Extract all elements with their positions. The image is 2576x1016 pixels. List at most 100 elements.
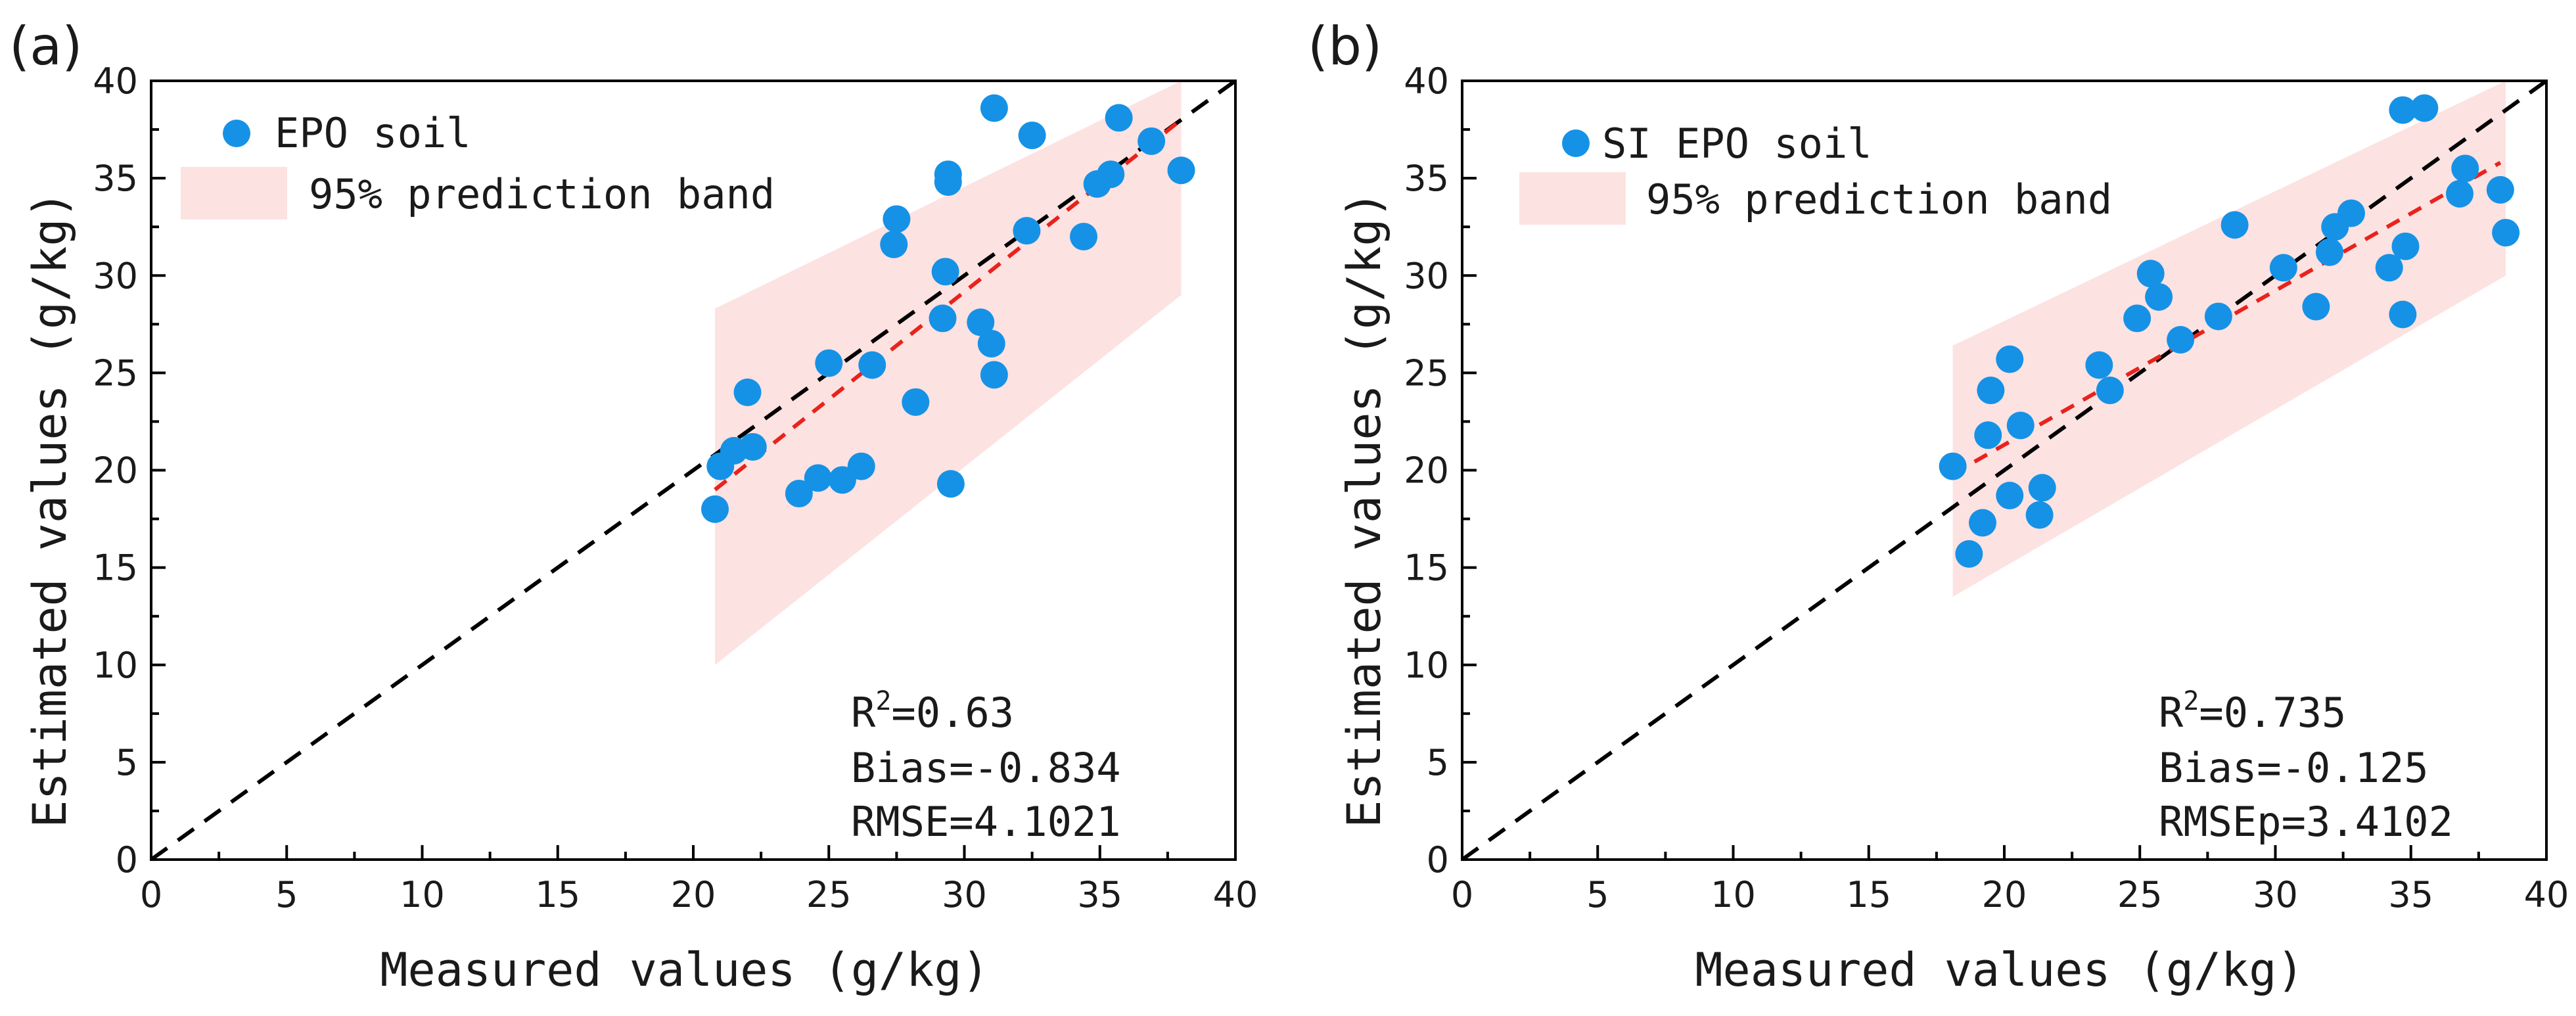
data-point bbox=[967, 308, 995, 336]
data-point bbox=[2391, 232, 2420, 260]
legend-label-band: 95% prediction band bbox=[309, 170, 775, 218]
x-tick-label: 30 bbox=[2253, 874, 2298, 915]
rmse-text: RMSE=4.1021 bbox=[851, 798, 1121, 846]
y-tick-label: 30 bbox=[93, 255, 138, 296]
data-point bbox=[1974, 421, 2002, 450]
legend-marker-points bbox=[1562, 129, 1590, 157]
data-point bbox=[733, 379, 762, 406]
data-point bbox=[1138, 127, 1166, 155]
r-squared-value: =0.63 bbox=[891, 689, 1014, 737]
y-tick-label: 10 bbox=[1404, 645, 1449, 686]
chart-panel-a: (a) 0 5 10 15 20 25 30 35 40 0 5 10 15 20 25 30 35 40 EPO… bbox=[9, 16, 1258, 997]
x-tick-label: 35 bbox=[2388, 874, 2433, 915]
r-squared-value: =0.735 bbox=[2199, 689, 2346, 737]
r-squared-text: R2=0.735 bbox=[2159, 686, 2346, 737]
data-point bbox=[931, 258, 959, 286]
stats-b: R2=0.735 Bias=-0.125 RMSEp=3.4102 bbox=[2159, 686, 2453, 846]
x-tick-label: 10 bbox=[1711, 874, 1756, 915]
panel-label-b: (b) bbox=[1308, 16, 1382, 77]
r-squared-superscript: 2 bbox=[875, 686, 891, 716]
stats-a: R2=0.63 Bias=-0.834 RMSE=4.1021 bbox=[851, 686, 1121, 846]
data-point bbox=[880, 230, 908, 258]
y-axis-title: Estimated values (g/kg) bbox=[1337, 191, 1391, 827]
r-squared-text: R2=0.63 bbox=[851, 686, 1014, 737]
y-tick-label: 5 bbox=[1427, 742, 1449, 783]
y-tick-label: 10 bbox=[93, 645, 138, 686]
data-point bbox=[2220, 211, 2249, 239]
data-point bbox=[2337, 199, 2365, 227]
data-point bbox=[2451, 154, 2479, 183]
legend-label-band: 95% prediction band bbox=[1646, 175, 2112, 223]
data-point bbox=[980, 361, 1008, 389]
y-tick-label: 15 bbox=[93, 547, 138, 589]
x-axis-title: Measured values (g/kg) bbox=[380, 943, 989, 997]
y-tick-label: 30 bbox=[1404, 255, 1449, 296]
data-point bbox=[1977, 377, 2005, 405]
data-point bbox=[929, 304, 957, 333]
chart-panel-b: (b) 0 5 10 15 20 25 30 35 40 0 5 10 15 20 25 30 35 40 SI … bbox=[1308, 16, 2569, 997]
x-tick-label: 15 bbox=[535, 874, 580, 915]
data-point bbox=[2028, 474, 2056, 502]
data-point bbox=[902, 388, 930, 416]
data-point bbox=[1097, 160, 1125, 189]
data-point bbox=[2302, 292, 2330, 321]
data-point bbox=[936, 470, 965, 498]
y-tick-label: 0 bbox=[116, 839, 138, 881]
y-tick-label: 40 bbox=[93, 60, 138, 102]
data-point bbox=[785, 480, 813, 508]
x-tick-label: 30 bbox=[942, 874, 987, 915]
rmse-text: RMSEp=3.4102 bbox=[2159, 798, 2453, 846]
r-squared-superscript: 2 bbox=[2183, 686, 2199, 716]
data-point bbox=[1969, 509, 1996, 537]
legend-marker-band bbox=[181, 167, 287, 219]
data-point bbox=[2389, 300, 2417, 329]
x-tick-label: 0 bbox=[140, 874, 162, 915]
data-point bbox=[2123, 304, 2151, 333]
y-tick-label: 20 bbox=[93, 450, 138, 492]
data-point bbox=[1018, 121, 1046, 149]
data-point bbox=[847, 452, 875, 480]
x-tick-label: 35 bbox=[1077, 874, 1122, 915]
data-point bbox=[1105, 104, 1133, 132]
data-point bbox=[977, 329, 1005, 358]
y-tick-label: 25 bbox=[93, 352, 138, 394]
legend-marker-points bbox=[223, 120, 250, 147]
data-point bbox=[2389, 96, 2417, 124]
data-point bbox=[804, 464, 832, 492]
data-point bbox=[2486, 175, 2514, 204]
y-tick-label: 5 bbox=[116, 742, 138, 783]
fit-line bbox=[1952, 160, 2502, 476]
x-tick-label: 5 bbox=[275, 874, 298, 915]
x-tick-label: 40 bbox=[1213, 874, 1258, 915]
data-point bbox=[2136, 260, 2165, 288]
identity-line bbox=[1461, 79, 2548, 862]
data-point bbox=[2375, 254, 2403, 282]
data-point bbox=[1955, 540, 1983, 568]
data-point bbox=[1070, 223, 1097, 250]
data-point bbox=[980, 94, 1008, 122]
prediction-band bbox=[715, 81, 1182, 665]
r-squared-prefix: R bbox=[2159, 689, 2184, 737]
x-tick-label: 15 bbox=[1846, 874, 1891, 915]
data-point bbox=[883, 205, 911, 233]
data-point bbox=[815, 349, 843, 377]
data-point bbox=[2085, 351, 2113, 379]
data-point bbox=[858, 351, 886, 379]
x-tick-label: 20 bbox=[1982, 874, 2027, 915]
x-tick-label: 40 bbox=[2524, 874, 2569, 915]
data-point bbox=[828, 466, 856, 494]
legend-label-points: EPO soil bbox=[275, 109, 471, 157]
data-point bbox=[739, 432, 767, 461]
y-tick-label: 0 bbox=[1427, 839, 1449, 881]
y-tick-label: 35 bbox=[93, 158, 138, 199]
data-point bbox=[2492, 219, 2520, 247]
legend-b: SI EPO soil 95% prediction band bbox=[1519, 120, 2112, 225]
identity-line bbox=[150, 79, 1237, 862]
bias-text: Bias=-0.834 bbox=[851, 744, 1121, 792]
data-point bbox=[2269, 254, 2297, 282]
data-point bbox=[2006, 411, 2035, 440]
y-tick-label: 40 bbox=[1404, 60, 1449, 102]
data-point bbox=[1996, 345, 2024, 373]
legend-marker-band bbox=[1519, 172, 1626, 225]
